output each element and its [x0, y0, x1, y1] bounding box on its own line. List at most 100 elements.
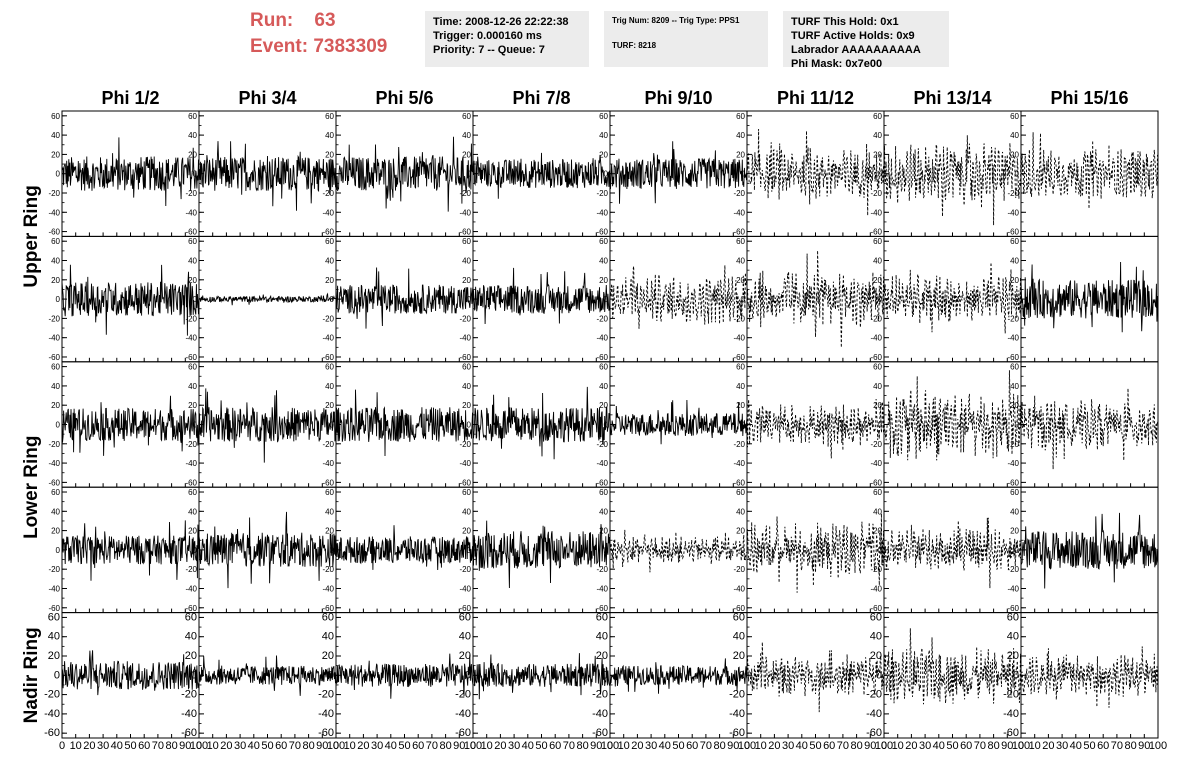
- waveform-trace: [1020, 132, 1159, 209]
- y-tick-label: -60: [596, 478, 608, 487]
- y-tick-label: 40: [599, 507, 608, 516]
- y-tick-label: 60: [325, 488, 334, 497]
- column-header-2: Phi 3/4: [238, 88, 296, 108]
- y-tick-label: 40: [325, 507, 334, 516]
- y-tick-label: 40: [1010, 507, 1019, 516]
- x-tick-label: 70: [152, 740, 164, 752]
- y-tick-label: 40: [325, 131, 334, 140]
- x-tick-label: 30: [371, 740, 383, 752]
- y-tick-label: -20: [1007, 565, 1019, 574]
- y-tick-label: -20: [185, 189, 197, 198]
- y-tick-label: -20: [185, 565, 197, 574]
- y-tick-label: -20: [181, 689, 197, 701]
- y-tick-label: 60: [599, 488, 608, 497]
- column-header-7: Phi 13/14: [913, 88, 991, 108]
- y-tick-label: 40: [596, 631, 608, 643]
- y-tick-label: -60: [185, 604, 197, 613]
- y-tick-label: 0: [1015, 170, 1020, 179]
- y-tick-label: 20: [736, 276, 745, 285]
- y-tick-label: -60: [48, 228, 60, 237]
- y-tick-label: -20: [48, 189, 60, 198]
- y-tick-label: 20: [599, 276, 608, 285]
- y-tick-label: -20: [459, 189, 471, 198]
- x-tick-label: 60: [549, 740, 561, 752]
- waveform-pad-r3-c4: 60 40 20 0 -20 -40 -60: [459, 361, 611, 488]
- y-tick-label: 60: [462, 237, 471, 246]
- x-tick-label: 20: [631, 740, 643, 752]
- waveform-pad-r1-c6: 60 40 20 0 -20 -40 -60: [733, 110, 885, 237]
- waveform-trace: [61, 395, 200, 456]
- y-tick-label: 40: [188, 257, 197, 266]
- y-tick-label: 0: [465, 669, 471, 681]
- x-tick-label: 70: [289, 740, 301, 752]
- x-tick-label: 10: [344, 740, 356, 752]
- waveform-pad-r3-c7: 60 40 20 0 -20 -40 -60: [870, 361, 1022, 488]
- y-tick-label: 0: [56, 546, 61, 555]
- y-tick-label: -20: [1003, 689, 1019, 701]
- x-tick-label: 100: [464, 740, 482, 752]
- y-tick-label: -40: [48, 334, 60, 343]
- y-tick-label: 60: [873, 488, 882, 497]
- waveform-trace: [335, 653, 474, 699]
- waveform-trace: [198, 511, 337, 589]
- y-tick-label: -20: [592, 689, 608, 701]
- y-tick-label: 0: [604, 421, 609, 430]
- y-tick-label: 0: [876, 669, 882, 681]
- y-tick-label: 40: [325, 382, 334, 391]
- y-tick-label: -60: [44, 727, 60, 739]
- y-tick-label: 0: [741, 170, 746, 179]
- y-tick-label: -20: [733, 565, 745, 574]
- x-tick-label: 90: [316, 740, 328, 752]
- x-tick-label: 0: [1018, 740, 1024, 752]
- waveform-pad-r3-c2: 60 40 20 0 -20 -40 -60: [185, 361, 337, 488]
- y-tick-label: 20: [325, 150, 334, 159]
- y-tick-label: 40: [599, 131, 608, 140]
- y-tick-label: -40: [322, 334, 334, 343]
- x-tick-label: 40: [659, 740, 671, 752]
- x-tick-label: 60: [960, 740, 972, 752]
- y-tick-label: 0: [741, 546, 746, 555]
- waveform-trace: [746, 398, 885, 459]
- x-tick-label: 10: [892, 740, 904, 752]
- x-tick-label: 30: [645, 740, 657, 752]
- y-tick-label: -40: [459, 459, 471, 468]
- waveform-pad-r2-c6: 60 40 20 0 -20 -40 -60: [733, 235, 885, 363]
- x-tick-label: 100: [1012, 740, 1030, 752]
- y-tick-label: 40: [736, 131, 745, 140]
- y-tick-label: -40: [185, 208, 197, 217]
- y-tick-label: 20: [325, 527, 334, 536]
- y-tick-label: -40: [459, 584, 471, 593]
- y-tick-label: -40: [185, 459, 197, 468]
- y-tick-label: -20: [44, 689, 60, 701]
- y-tick-label: 60: [873, 112, 882, 121]
- y-tick-label: 20: [51, 276, 60, 285]
- x-tick-label: 100: [738, 740, 756, 752]
- x-tick-label: 80: [987, 740, 999, 752]
- event-line: Event: 7383309: [250, 34, 420, 60]
- y-tick-label: 0: [191, 669, 197, 681]
- waveform-pad-r4-c6: 60 40 20 0 -20 -40 -60: [733, 486, 885, 614]
- x-tick-label: 50: [672, 740, 684, 752]
- event-value: 7383309: [313, 36, 388, 57]
- y-tick-label: -60: [459, 228, 471, 237]
- y-tick-label: -60: [870, 604, 882, 613]
- y-tick-label: 40: [736, 382, 745, 391]
- y-tick-label: -60: [48, 478, 60, 487]
- waveform-pad-r4-c8: 60 40 20 0 -20 -40 -60: [1007, 486, 1159, 614]
- y-tick-label: -20: [866, 689, 882, 701]
- y-tick-label: 20: [1010, 401, 1019, 410]
- x-tick-label: 90: [727, 740, 739, 752]
- y-tick-label: 40: [599, 382, 608, 391]
- x-tick-label: 0: [607, 740, 613, 752]
- waveform-trace: [609, 529, 748, 573]
- waveform-pad-r4-c1: 60 40 20 0 -20 -40 -60: [48, 486, 200, 614]
- waveform-trace: [883, 135, 1022, 226]
- y-tick-label: -40: [48, 208, 60, 217]
- y-tick-label: -20: [48, 440, 60, 449]
- x-tick-label: 10: [70, 740, 82, 752]
- y-tick-label: -20: [322, 565, 334, 574]
- x-tick-label: 50: [398, 740, 410, 752]
- pad-frame: [746, 235, 885, 363]
